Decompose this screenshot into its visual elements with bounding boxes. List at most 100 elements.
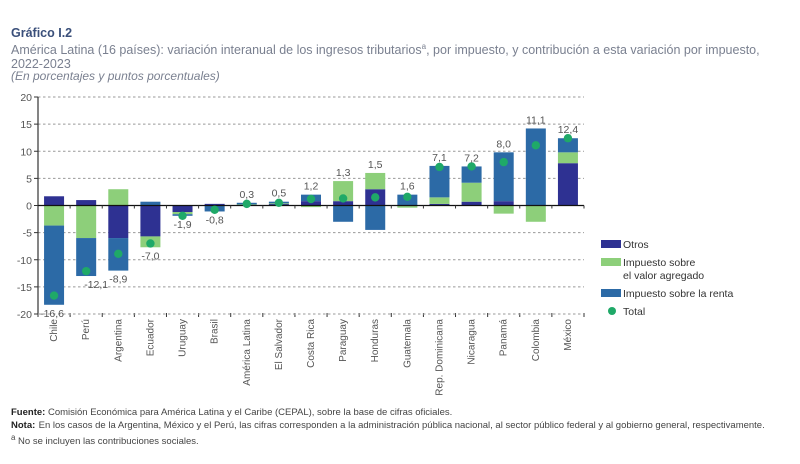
note-row: Nota: En los casos de la Argentina, Méxi… xyxy=(11,419,765,431)
legend-item-renta: Impuesto sobre la renta xyxy=(601,288,733,300)
bar-segment-iva xyxy=(525,205,546,222)
bar-segment-renta xyxy=(493,152,514,202)
total-dot xyxy=(242,199,251,209)
x-tick-label: Panamá xyxy=(499,319,510,357)
x-tick-label: Chile xyxy=(49,319,60,342)
bar-segment-otros xyxy=(493,201,514,206)
x-axis: Chile Perú Argentina Ecuador Uruguay Brasil Am… xyxy=(37,205,585,396)
total-dot xyxy=(563,134,573,143)
total-label: 7,1 xyxy=(432,152,447,164)
bar-segment-iva xyxy=(397,206,418,208)
legend-item-otros: Otros xyxy=(601,239,649,251)
y-tick-label: 15 xyxy=(20,119,32,131)
total-dot xyxy=(499,157,508,167)
total-label: 8,0 xyxy=(496,138,511,150)
y-tick-label: -15 xyxy=(17,282,32,294)
total-label: 1,6 xyxy=(400,181,415,193)
total-label: 0,5 xyxy=(272,188,287,200)
bar-segment-iva xyxy=(333,181,354,202)
notes: Fuente: Comisión Económica para América … xyxy=(11,407,765,449)
source-label: Fuente xyxy=(11,407,43,418)
total-dot xyxy=(210,205,219,215)
x-tick-label: Uruguay xyxy=(178,319,189,357)
x-tick-label: México xyxy=(563,319,574,351)
x-tick-label: Rep. Dominicana xyxy=(434,319,445,396)
bar-segment-otros xyxy=(172,205,193,213)
x-tick-label: Colombia xyxy=(531,319,542,362)
legend-swatch-otros xyxy=(601,240,621,248)
total-label: 11,1 xyxy=(526,114,546,126)
bar-segment-iva xyxy=(365,172,386,190)
x-tick-label: Argentina xyxy=(113,319,124,362)
total-dot xyxy=(435,162,444,172)
y-axis: 20 15 10 5 0 -5 -10 -15 -20 xyxy=(17,92,39,321)
total-label: 1,5 xyxy=(368,159,383,171)
total-markers xyxy=(49,134,573,300)
bar-segment-otros xyxy=(108,205,129,239)
y-tick-label: 5 xyxy=(26,173,32,185)
bar-segment-otros xyxy=(333,201,354,206)
bar-segment-renta xyxy=(365,205,386,230)
note-label: Nota xyxy=(11,419,33,431)
x-tick-label: América Latina xyxy=(242,319,253,386)
y-tick-label: 0 xyxy=(26,201,32,213)
bar-segment-otros xyxy=(557,163,578,206)
legend-label: Otros xyxy=(623,239,649,251)
x-tick-label: Nicaragua xyxy=(467,319,478,365)
total-dot xyxy=(371,193,380,202)
total-dot xyxy=(178,211,187,221)
legend-item-total: Total xyxy=(608,306,645,318)
total-dot xyxy=(146,239,155,248)
source-row: Fuente: Comisión Económica para América … xyxy=(11,407,453,418)
bar-segment-iva xyxy=(461,182,482,202)
total-label: 0,3 xyxy=(239,189,254,201)
x-tick-label: Guatemala xyxy=(402,319,413,368)
bar-segment-renta xyxy=(76,238,97,277)
bar-segment-renta xyxy=(333,205,354,222)
total-dot xyxy=(49,291,59,300)
total-label: 7,2 xyxy=(464,152,479,164)
bar-segment-iva xyxy=(557,152,578,164)
total-dot xyxy=(531,141,541,150)
total-label: -0,8 xyxy=(206,214,224,226)
bar-segment-otros xyxy=(204,203,225,206)
footnote-mark: a xyxy=(11,433,16,442)
y-tick-label: -5 xyxy=(23,228,32,240)
title-footnote-mark: a xyxy=(421,42,427,51)
bar-segment-renta xyxy=(557,138,578,153)
bar-segment-otros xyxy=(301,201,321,206)
total-dot xyxy=(306,194,316,204)
bar-segment-renta xyxy=(140,201,161,206)
legend-label: Total xyxy=(623,306,645,318)
bar-segment-renta xyxy=(461,166,482,183)
legend-label: Impuesto sobre xyxy=(623,257,696,269)
x-tick-label: El Salvador xyxy=(274,318,285,370)
source-text: Comisión Económica para América Latina y… xyxy=(47,407,453,418)
total-dot xyxy=(114,249,123,258)
bar-segment-otros xyxy=(44,196,65,206)
chart-canvas: 20 15 10 5 0 -5 -10 -15 -20 Chile Perú Argentina Ec… xyxy=(17,92,734,396)
total-dot xyxy=(403,192,412,202)
bars xyxy=(44,128,578,305)
legend-marker-total xyxy=(608,307,616,315)
note-text: En los casos de la Argentina, México y e… xyxy=(38,419,765,431)
total-dot xyxy=(81,266,91,276)
total-label: 1,3 xyxy=(336,167,351,179)
y-tick-label: 10 xyxy=(20,146,32,158)
bar-segment-otros xyxy=(140,205,161,237)
chart-title: América Latina (16 países): variación in… xyxy=(11,40,781,71)
x-tick-label: Paraguay xyxy=(338,319,349,362)
legend-label: Impuesto sobre la renta xyxy=(623,288,733,300)
y-tick-label: 20 xyxy=(20,92,32,104)
bar-segment-iva xyxy=(493,205,514,214)
y-tick-label: -10 xyxy=(17,255,32,267)
total-label: -12,1 xyxy=(84,279,108,291)
x-tick-label: Ecuador xyxy=(145,318,156,356)
footnote-text: No se incluyen las contribuciones social… xyxy=(18,436,199,448)
footnote-row: a No se incluyen las contribuciones soci… xyxy=(11,432,765,449)
bar-segment-renta xyxy=(429,165,450,198)
total-label: 12,4 xyxy=(558,124,579,136)
total-label: -1,9 xyxy=(173,219,191,231)
legend-label: el valor agregado xyxy=(623,270,704,282)
